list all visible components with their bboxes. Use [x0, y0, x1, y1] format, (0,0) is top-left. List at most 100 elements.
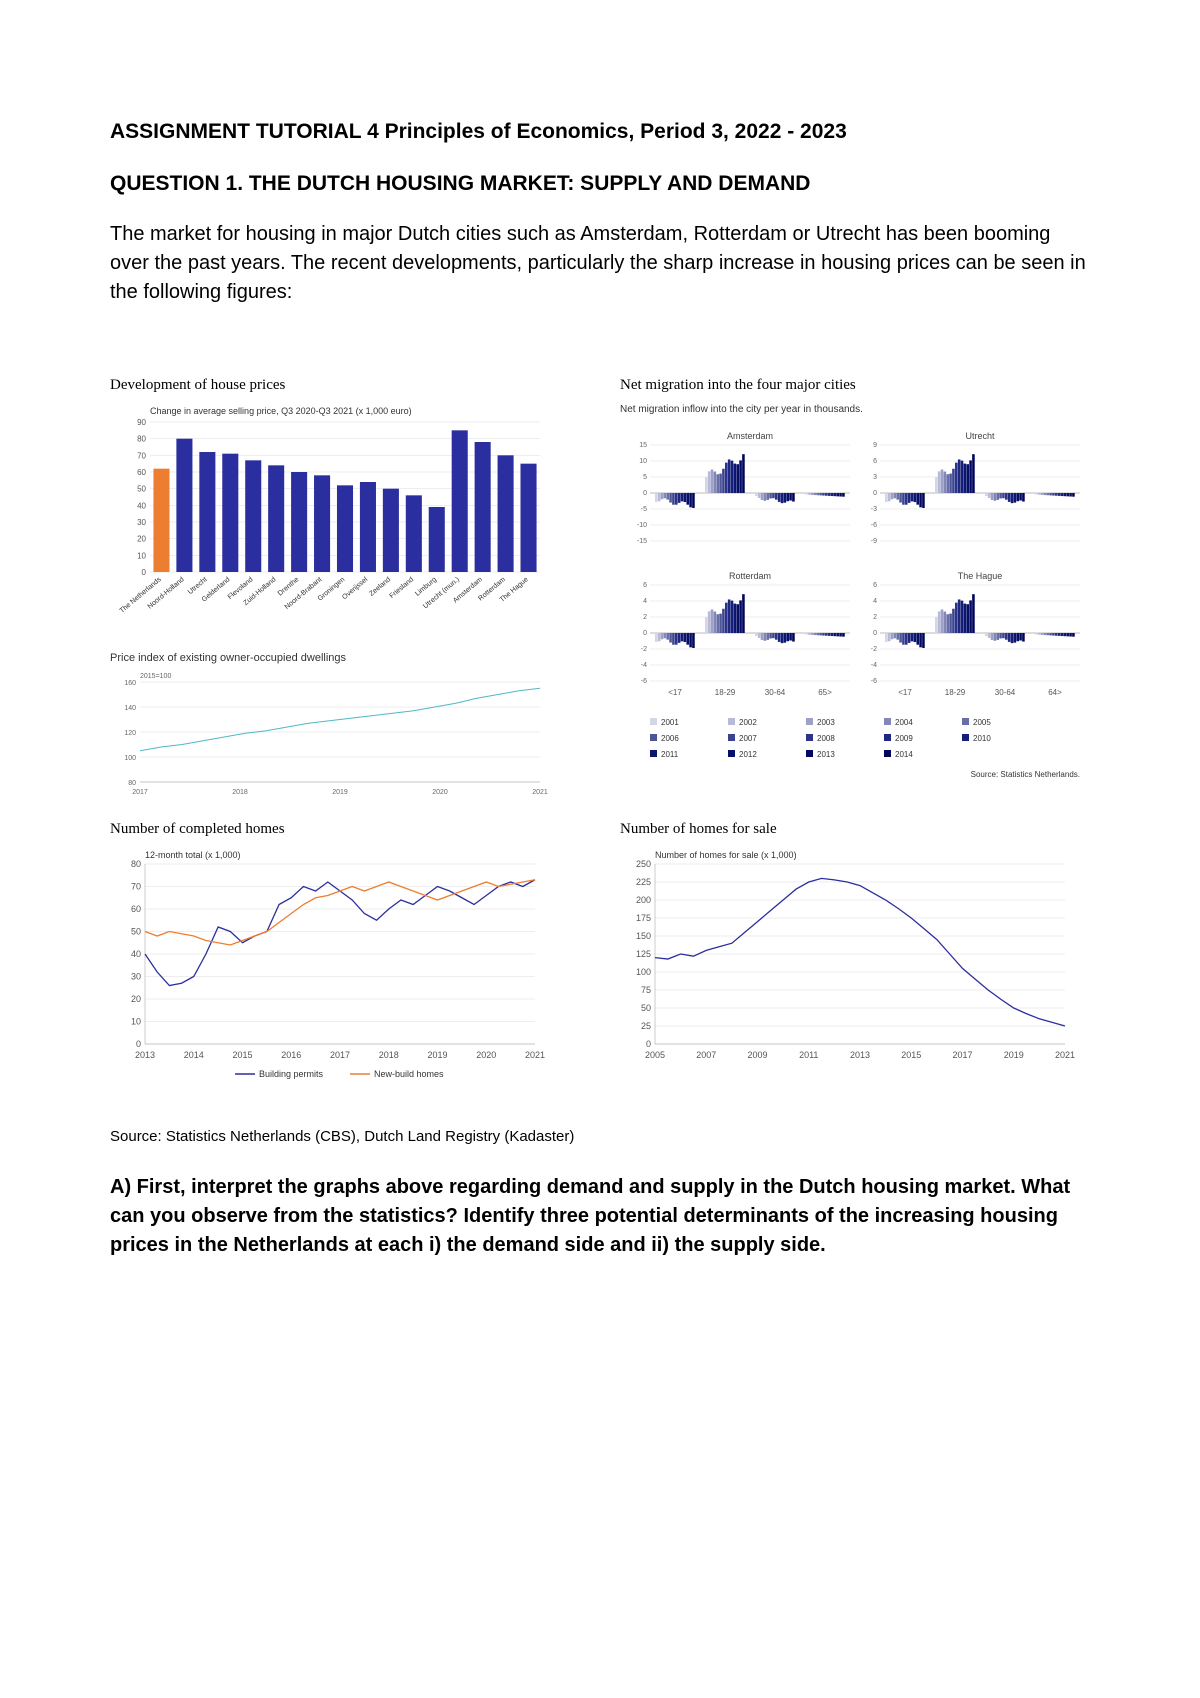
chart3-title: Number of completed homes: [110, 821, 580, 838]
svg-text:0: 0: [643, 490, 647, 497]
svg-text:2: 2: [873, 614, 877, 621]
svg-text:2007: 2007: [739, 734, 757, 743]
svg-text:2006: 2006: [661, 734, 679, 743]
svg-text:0: 0: [136, 1039, 141, 1049]
svg-text:0: 0: [142, 568, 147, 577]
svg-text:160: 160: [124, 680, 136, 687]
svg-text:2019: 2019: [1004, 1050, 1024, 1060]
svg-text:2010: 2010: [973, 734, 991, 743]
chart1-index-svg: 2015=10080100120140160201720182019202020…: [110, 670, 550, 800]
svg-text:3: 3: [873, 474, 877, 481]
svg-text:2003: 2003: [817, 718, 835, 727]
svg-text:175: 175: [636, 913, 651, 923]
svg-text:2017: 2017: [132, 789, 148, 796]
chart1-mini-title: Price index of existing owner-occupied d…: [110, 652, 580, 664]
svg-text:2015: 2015: [232, 1050, 252, 1060]
svg-text:6: 6: [643, 582, 647, 589]
svg-text:2018: 2018: [379, 1050, 399, 1060]
svg-text:2008: 2008: [817, 734, 835, 743]
svg-text:9: 9: [873, 442, 877, 449]
svg-text:0: 0: [646, 1039, 651, 1049]
svg-text:The Netherlands: The Netherlands: [119, 576, 164, 615]
svg-text:-4: -4: [871, 662, 877, 669]
svg-text:80: 80: [128, 780, 136, 787]
svg-text:0: 0: [873, 630, 877, 637]
svg-text:150: 150: [636, 931, 651, 941]
svg-text:30: 30: [137, 518, 146, 527]
svg-text:Change in average selling pric: Change in average selling price, Q3 2020…: [150, 406, 412, 416]
svg-text:2014: 2014: [895, 750, 913, 759]
svg-text:-6: -6: [871, 678, 877, 685]
svg-text:90: 90: [137, 418, 146, 427]
svg-text:-15: -15: [637, 538, 647, 545]
svg-text:-2: -2: [641, 646, 647, 653]
svg-text:2004: 2004: [895, 718, 913, 727]
svg-text:120: 120: [124, 730, 136, 737]
svg-text:2017: 2017: [952, 1050, 972, 1060]
chart-migration: Net migration into the four major cities…: [620, 377, 1090, 801]
svg-text:Building permits: Building permits: [259, 1069, 324, 1079]
chart3-svg: 12-month total (x 1,000)0102030405060708…: [110, 848, 550, 1098]
svg-text:2012: 2012: [739, 750, 757, 759]
svg-text:-6: -6: [871, 522, 877, 529]
svg-text:40: 40: [131, 949, 141, 959]
chart1-title: Development of house prices: [110, 377, 580, 394]
svg-text:70: 70: [131, 882, 141, 892]
chart-house-prices: Development of house prices Change in av…: [110, 377, 580, 801]
svg-text:70: 70: [137, 451, 146, 460]
question-header: QUESTION 1. THE DUTCH HOUSING MARKET: SU…: [110, 172, 1090, 196]
svg-text:0: 0: [873, 490, 877, 497]
svg-text:2015=100: 2015=100: [140, 673, 171, 680]
svg-text:4: 4: [873, 598, 877, 605]
question-a: A) First, interpret the graphs above reg…: [110, 1173, 1090, 1260]
svg-text:15: 15: [639, 442, 647, 449]
svg-text:2021: 2021: [1055, 1050, 1075, 1060]
svg-text:30-64: 30-64: [995, 688, 1016, 697]
svg-text:2021: 2021: [525, 1050, 545, 1060]
svg-text:Rotterdam: Rotterdam: [729, 571, 771, 581]
chart4-svg: Number of homes for sale (x 1,000)025507…: [620, 848, 1080, 1098]
svg-text:2019: 2019: [332, 789, 348, 796]
chart-completed: Number of completed homes 12-month total…: [110, 821, 580, 1098]
svg-text:4: 4: [643, 598, 647, 605]
svg-text:2014: 2014: [184, 1050, 204, 1060]
svg-text:80: 80: [131, 859, 141, 869]
svg-text:2013: 2013: [135, 1050, 155, 1060]
svg-text:0: 0: [643, 630, 647, 637]
svg-text:100: 100: [636, 967, 651, 977]
svg-text:2019: 2019: [427, 1050, 447, 1060]
svg-text:-2: -2: [871, 646, 877, 653]
svg-text:Number of homes for sale (x 1,: Number of homes for sale (x 1,000): [655, 850, 797, 860]
svg-text:-10: -10: [637, 522, 647, 529]
svg-text:40: 40: [137, 501, 146, 510]
svg-text:6: 6: [873, 582, 877, 589]
charts-grid: Development of house prices Change in av…: [110, 377, 1090, 1098]
svg-text:-9: -9: [871, 538, 877, 545]
svg-text:Overijssel: Overijssel: [341, 576, 369, 601]
svg-text:2001: 2001: [661, 718, 679, 727]
body-text: The market for housing in major Dutch ci…: [110, 220, 1090, 307]
svg-text:-3: -3: [871, 506, 877, 513]
svg-text:2013: 2013: [850, 1050, 870, 1060]
svg-text:2005: 2005: [973, 718, 991, 727]
svg-text:2015: 2015: [901, 1050, 921, 1060]
chart4-title: Number of homes for sale: [620, 821, 1090, 838]
svg-text:2009: 2009: [747, 1050, 767, 1060]
svg-text:6: 6: [873, 458, 877, 465]
svg-text:New-build homes: New-build homes: [374, 1069, 444, 1079]
chart2-title: Net migration into the four major cities: [620, 377, 1090, 394]
chart2-subtitle: Net migration inflow into the city per y…: [620, 404, 1090, 415]
page-title: ASSIGNMENT TUTORIAL 4 Principles of Econ…: [110, 120, 1090, 144]
svg-text:-4: -4: [641, 662, 647, 669]
svg-text:-5: -5: [641, 506, 647, 513]
svg-text:75: 75: [641, 985, 651, 995]
svg-text:2005: 2005: [645, 1050, 665, 1060]
svg-text:-6: -6: [641, 678, 647, 685]
svg-text:10: 10: [639, 458, 647, 465]
svg-text:140: 140: [124, 705, 136, 712]
chart2-svg: Amsterdam-15-10-5051015Utrecht-9-6-30369…: [620, 421, 1080, 801]
svg-text:<17: <17: [668, 688, 682, 697]
chart-forsale: Number of homes for sale Number of homes…: [620, 821, 1090, 1098]
svg-text:18-29: 18-29: [945, 688, 966, 697]
svg-text:2009: 2009: [895, 734, 913, 743]
